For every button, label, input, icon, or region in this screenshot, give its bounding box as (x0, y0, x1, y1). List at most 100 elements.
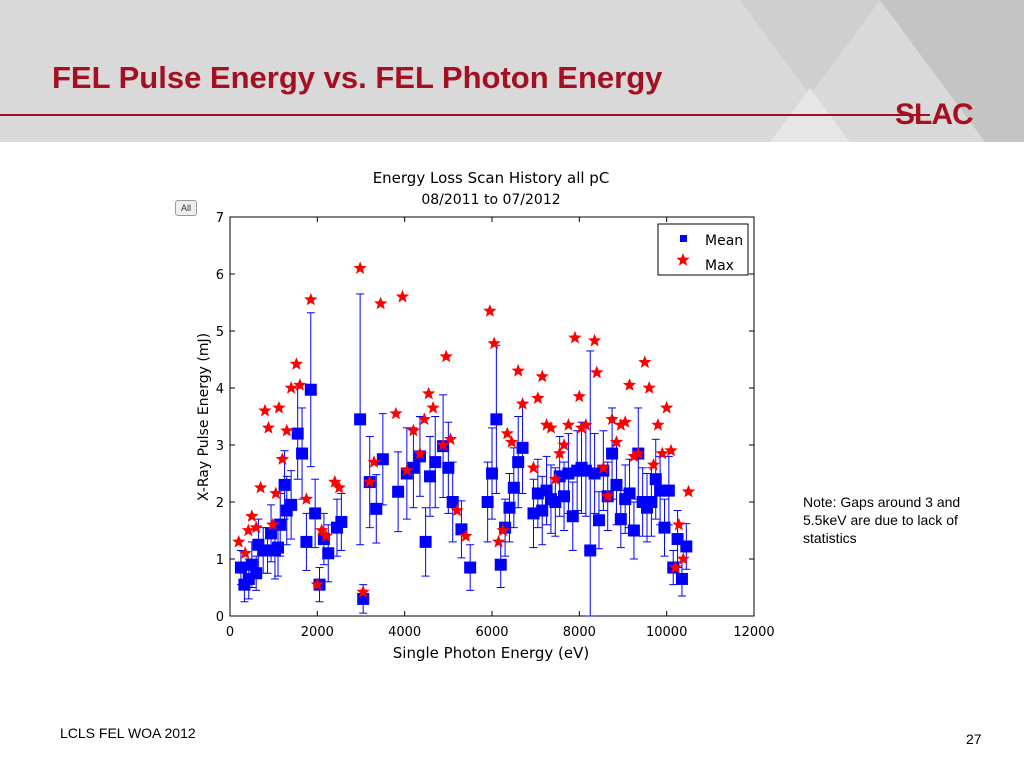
x-tick-label: 0 (226, 625, 234, 640)
y-axis-label: X-Ray Pulse Energy (mJ) (196, 333, 212, 501)
mean-point (300, 535, 313, 548)
max-point (638, 355, 652, 368)
mean-point (481, 496, 494, 508)
header-rule (0, 114, 930, 116)
max-point (548, 472, 562, 485)
max-point (483, 304, 497, 317)
x-axis: 0 2000 4000 6000 8000 10000 12000 (226, 217, 775, 640)
max-point (531, 391, 545, 404)
max-point (590, 365, 604, 379)
mean-point (610, 478, 623, 491)
x-tick-label: 4000 (388, 625, 421, 640)
mean-point (490, 413, 503, 426)
max-point (275, 452, 290, 465)
max-point (459, 529, 473, 542)
page-number: 27 (966, 731, 982, 747)
x-tick-label: 12000 (733, 625, 774, 640)
x-tick-label: 2000 (301, 625, 334, 640)
mean-point (592, 514, 605, 527)
max-point (605, 412, 619, 425)
y-tick-label: 7 (216, 211, 224, 226)
y-tick-label: 6 (216, 268, 224, 283)
max-point (249, 520, 263, 534)
y-tick-label: 3 (216, 439, 224, 454)
mean-point (234, 561, 247, 574)
mean-point (291, 427, 304, 440)
mean-point (429, 456, 442, 469)
mean-point (250, 567, 263, 580)
all-button[interactable]: All (175, 200, 197, 216)
max-point (642, 381, 656, 394)
max-point (557, 438, 571, 451)
max-point (622, 378, 637, 391)
max-point (664, 443, 678, 457)
max-point (574, 420, 589, 434)
max-point (272, 400, 286, 414)
max-point (280, 423, 294, 437)
mean-point (623, 487, 636, 500)
max-point (400, 463, 414, 477)
y-tick-label: 5 (216, 325, 224, 340)
max-point (627, 449, 641, 463)
y-tick-label: 0 (216, 610, 224, 625)
max-point (426, 400, 440, 414)
chart-subtitle: 08/2011 to 07/2012 (421, 192, 560, 208)
max-point (539, 418, 554, 431)
mean-point (278, 478, 291, 491)
max-point (374, 296, 388, 310)
legend-max-label: Max (705, 258, 734, 274)
max-point (572, 389, 586, 403)
max-point (289, 357, 303, 370)
max-point (356, 585, 370, 598)
max-point (367, 455, 381, 468)
max-point (253, 480, 268, 494)
mean-point (455, 523, 468, 536)
max-point (491, 534, 506, 548)
mean-point (322, 547, 335, 560)
max-point (238, 546, 252, 559)
y-tick-label: 4 (216, 382, 224, 397)
note-text: Note: Gaps around 3 and 5.5keV are due t… (803, 494, 961, 546)
footer-text: LCLS FEL WOA 2012 (60, 725, 196, 741)
mean-point (516, 441, 529, 454)
max-point (596, 460, 610, 474)
max-point (299, 492, 314, 505)
slide-title: FEL Pulse Energy vs. FEL Photon Energy (52, 60, 663, 95)
max-point (443, 432, 458, 445)
max-point (245, 509, 259, 522)
mean-point (536, 504, 549, 517)
max-point (487, 336, 501, 350)
slide-header: FEL Pulse Energy vs. FEL Photon Energy S… (0, 0, 1024, 142)
slac-logo: SLAC (895, 98, 974, 131)
mean-point (675, 572, 688, 585)
mean-point (285, 498, 298, 511)
mean-point (442, 461, 455, 474)
max-point (261, 420, 276, 434)
max-point (241, 523, 255, 537)
mean-point (486, 467, 498, 480)
mean-point (304, 383, 317, 396)
max-point (422, 386, 436, 400)
legend-mean-label: Mean (705, 233, 743, 249)
x-axis-label: Single Photon Energy (eV) (393, 644, 589, 662)
mean-point (296, 447, 309, 460)
mean-point (558, 490, 571, 503)
mean-point (392, 485, 405, 498)
mean-point (507, 481, 520, 494)
max-point (676, 552, 690, 565)
mean-point (662, 484, 675, 497)
header-triangle-2 (880, 0, 1024, 142)
max-point (500, 426, 514, 440)
y-axis: 0 1 2 3 4 5 6 7 (216, 211, 754, 625)
mean-point (606, 447, 619, 460)
y-tick-label: 1 (216, 553, 224, 568)
max-point (568, 330, 582, 344)
max-point (332, 480, 346, 494)
max-point (417, 412, 431, 425)
mean-point (627, 524, 640, 537)
max-point (672, 517, 686, 531)
mean-point (584, 544, 597, 557)
max-point (413, 446, 427, 460)
max-point (553, 446, 567, 460)
max-point (579, 418, 593, 431)
